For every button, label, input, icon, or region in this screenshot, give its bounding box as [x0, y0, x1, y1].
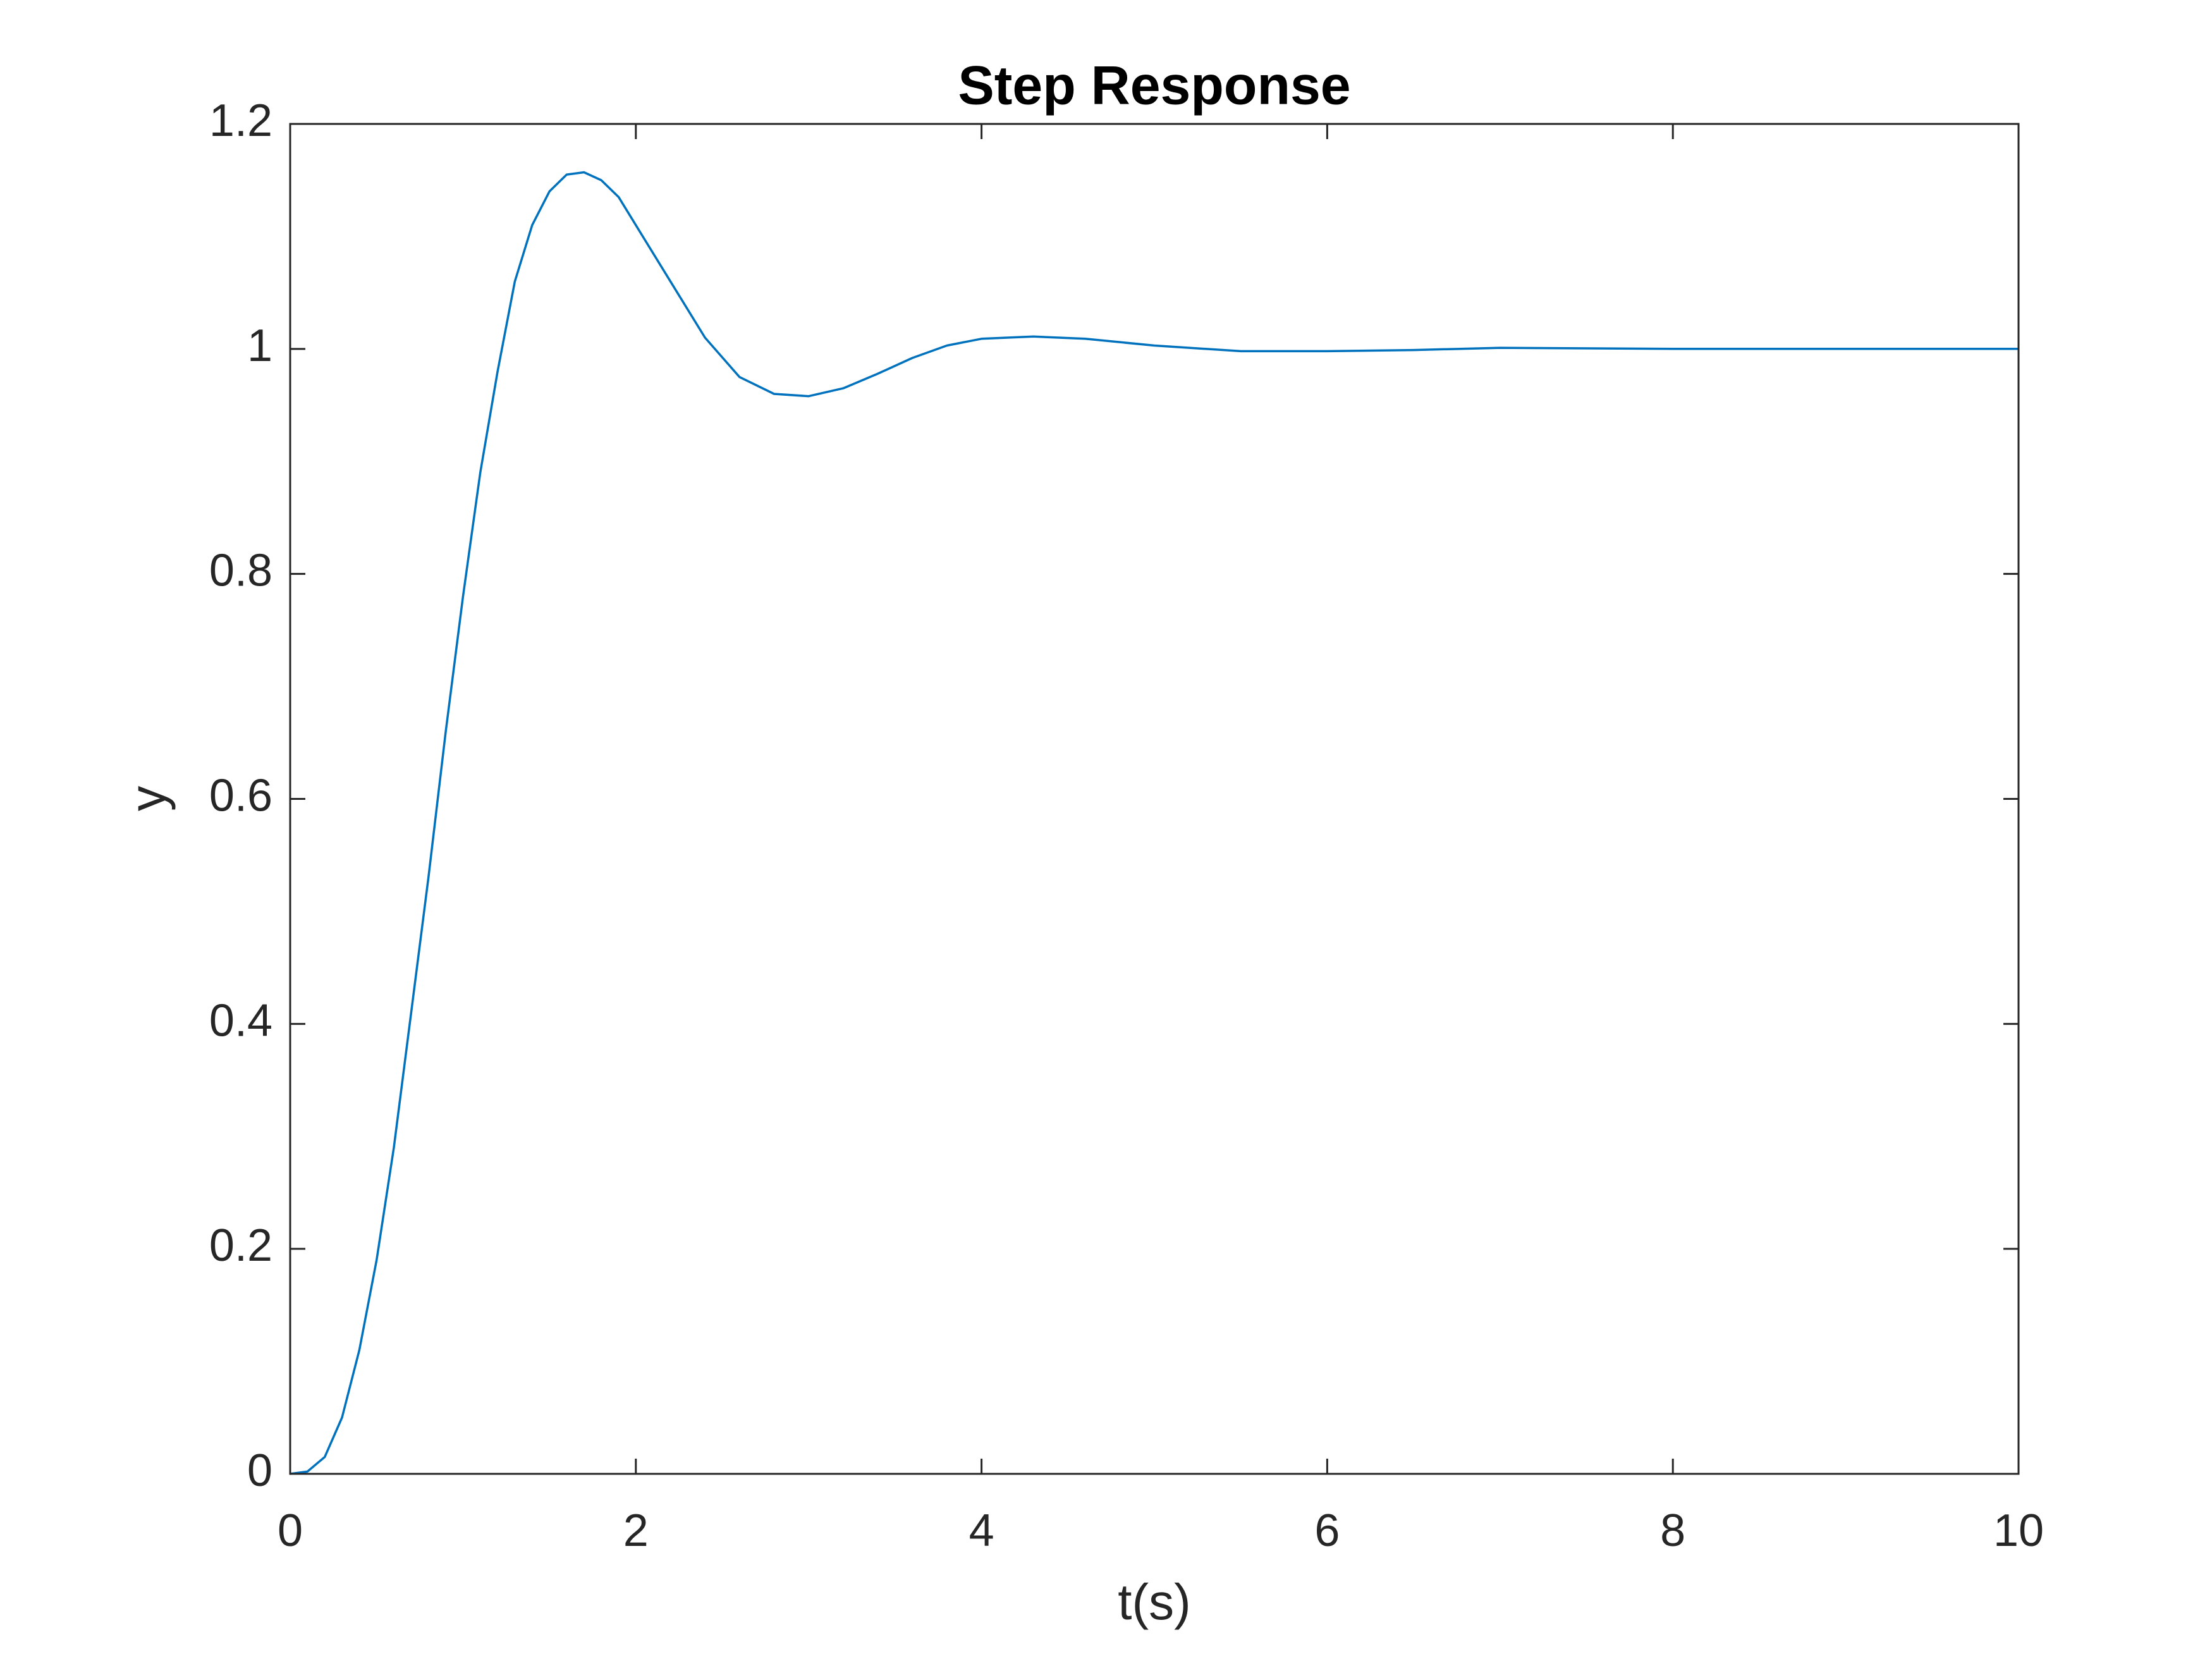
y-tick-label: 0.6 [209, 771, 272, 821]
x-tick-label: 6 [1314, 1505, 1340, 1556]
y-tick-label: 0.8 [209, 546, 272, 596]
x-tick-label: 8 [1660, 1505, 1685, 1556]
y-tick-label: 1.2 [209, 95, 272, 146]
y-tick-label: 0.4 [209, 995, 272, 1046]
data-line [290, 171, 2019, 1475]
x-tick-label: 4 [969, 1505, 994, 1556]
chart-title: Step Response [958, 56, 1350, 116]
y-tick-label: 0.2 [209, 1220, 272, 1271]
x-tick-label: 2 [623, 1505, 649, 1556]
x-axis-label: t(s) [1118, 1574, 1191, 1630]
x-tick-label: 10 [1993, 1505, 2044, 1556]
y-tick-label: 0 [247, 1445, 272, 1496]
axes-box [289, 123, 2020, 1475]
y-tick-label: 1 [247, 321, 272, 371]
y-axis-label: y [119, 786, 176, 811]
x-tick-label: 0 [278, 1505, 303, 1556]
